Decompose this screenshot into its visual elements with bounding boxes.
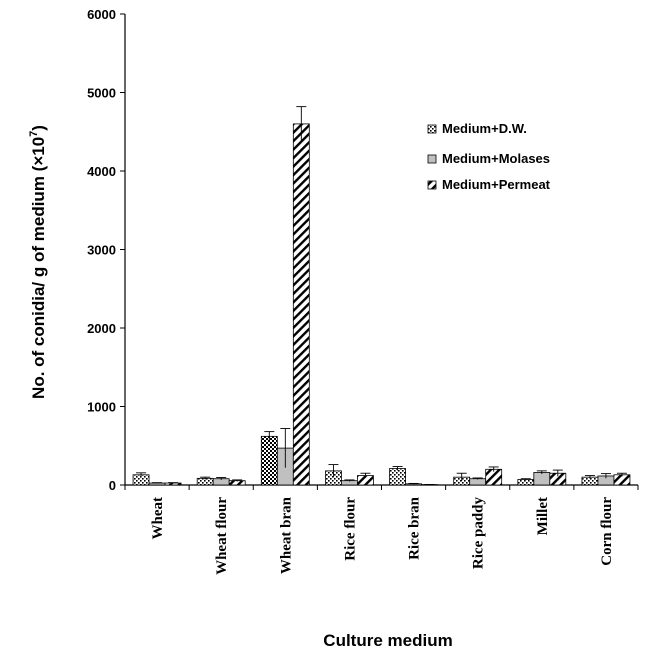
bar-rice-paddy-medium-molases bbox=[470, 479, 486, 485]
x-axis-label: Culture medium bbox=[323, 631, 452, 650]
x-tick-label-corn-flour: Corn flour bbox=[599, 497, 615, 566]
bar-millet-medium-molases bbox=[534, 472, 550, 485]
legend-label-permeat: Medium+Permeat bbox=[442, 177, 551, 192]
x-tick-label-wheat: Wheat bbox=[150, 497, 166, 540]
y-tick-label-3000: 3000 bbox=[87, 243, 116, 258]
bar-rice-bran-medium-d-w bbox=[390, 469, 406, 485]
y-tick-label-1000: 1000 bbox=[87, 400, 116, 415]
legend: Medium+D.W. Medium+Molases Medium+Permea… bbox=[428, 121, 551, 192]
bar-wheat-bran-medium-d-w bbox=[261, 436, 277, 485]
x-tick-label-rice-bran: Rice bran bbox=[407, 496, 423, 560]
legend-label-molases: Medium+Molases bbox=[442, 151, 550, 166]
legend-label-dw: Medium+D.W. bbox=[442, 121, 527, 136]
legend-swatch-permeat bbox=[428, 181, 436, 189]
y-tick-label-2000: 2000 bbox=[87, 321, 116, 336]
x-tick-label-millet: Millet bbox=[535, 497, 551, 535]
y-tick-label-5000: 5000 bbox=[87, 86, 116, 101]
y-tick-label-6000: 6000 bbox=[87, 7, 116, 22]
x-tick-label-rice-paddy: Rice paddy bbox=[471, 497, 487, 570]
x-tick-label-rice-flour: Rice flour bbox=[342, 497, 358, 561]
legend-swatch-dw bbox=[428, 125, 436, 133]
x-tick-label-wheat-flour: Wheat flour bbox=[214, 497, 230, 575]
y-tick-label-4000: 4000 bbox=[87, 164, 116, 179]
y-axis-label: No. of conidia/ g of medium (×107) bbox=[28, 125, 48, 399]
y-tick-label-0: 0 bbox=[109, 478, 116, 493]
x-tick-label-wheat-bran: Wheat bran bbox=[278, 496, 294, 574]
bar-millet-medium-d-w bbox=[518, 480, 534, 485]
legend-swatch-molases bbox=[428, 155, 436, 163]
bar-wheat-bran-medium-permeat bbox=[293, 124, 309, 485]
